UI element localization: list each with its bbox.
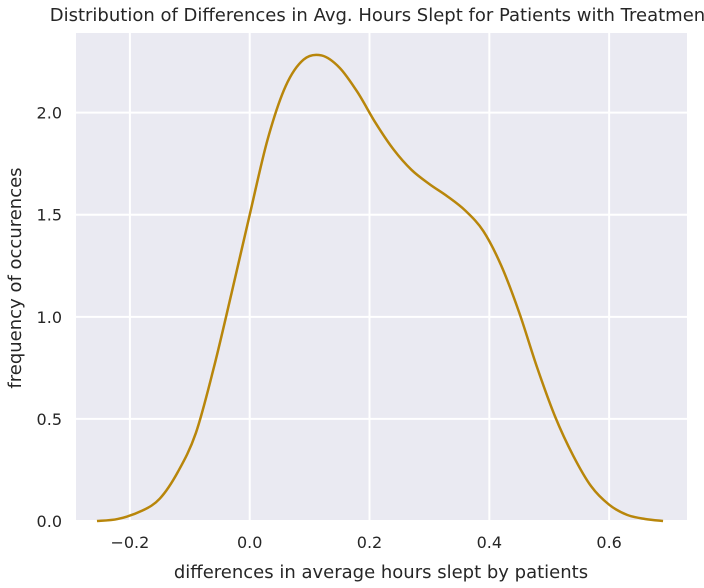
y-tick-label: 1.5 — [37, 206, 62, 225]
chart-title: Distribution of Differences in Avg. Hour… — [50, 5, 704, 26]
plot-area — [76, 33, 687, 521]
y-tick-label: 1.0 — [37, 308, 62, 327]
x-axis-label: differences in average hours slept by pa… — [174, 562, 588, 583]
x-tick-label: 0.4 — [477, 533, 502, 552]
y-tick-label: 0.5 — [37, 410, 62, 429]
density-curve — [96, 53, 664, 523]
x-tick-label: −0.2 — [110, 533, 149, 552]
y-axis-label: frequency of occurences — [5, 167, 26, 388]
y-tick-label: 0.0 — [37, 512, 62, 531]
x-tick-label: 0.2 — [357, 533, 382, 552]
x-tick-label: 0.6 — [596, 533, 621, 552]
series-layer — [96, 53, 664, 523]
x-axis-ticks: −0.2 0.0 0.2 0.4 0.6 — [110, 533, 621, 552]
y-tick-label: 2.0 — [37, 104, 62, 123]
y-axis-ticks: 0.0 0.5 1.0 1.5 2.0 — [37, 104, 62, 531]
x-tick-label: 0.0 — [237, 533, 262, 552]
